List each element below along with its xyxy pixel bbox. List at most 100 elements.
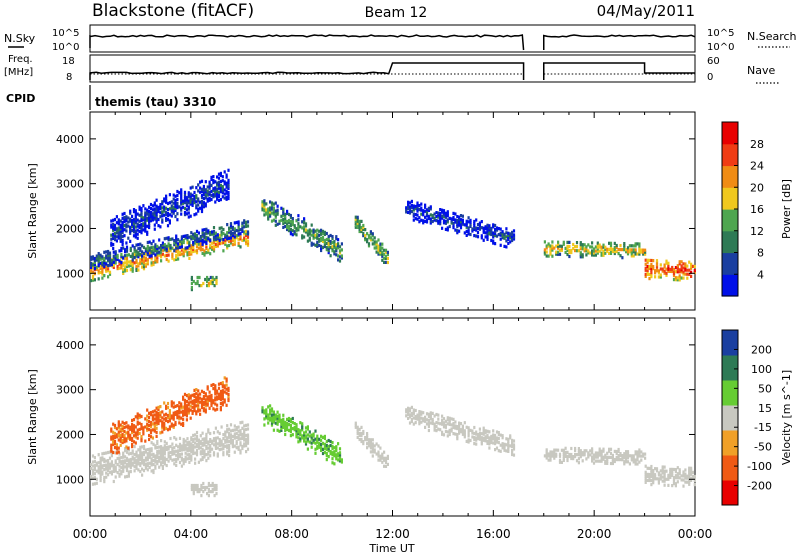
velocity-cell: [190, 450, 193, 454]
velocity-cell: [225, 379, 228, 383]
power-cell: [243, 230, 246, 234]
velocity-cell: [458, 427, 461, 431]
power-cell: [119, 227, 122, 231]
power-cell: [642, 248, 645, 252]
velocity-cell: [193, 392, 196, 397]
power-cell: [579, 251, 582, 255]
power-cell: [157, 205, 160, 209]
power-cell: [452, 217, 455, 222]
power-cell: [202, 201, 205, 205]
power-cell: [640, 250, 643, 254]
velocity-cell: [310, 441, 313, 445]
velocity-cell: [239, 441, 242, 445]
velocity-cell: [175, 459, 178, 463]
velocity-cell: [108, 466, 112, 470]
velocity-cell: [103, 467, 106, 472]
power-cell: [475, 234, 478, 238]
power-cell: [166, 224, 170, 228]
power-cell: [112, 265, 115, 269]
velocity-cell: [168, 417, 171, 421]
velocity-cell: [93, 476, 96, 480]
power-cell: [362, 234, 365, 238]
power-cell: [338, 245, 342, 249]
power-cell: [151, 208, 154, 212]
power-cell: [547, 254, 550, 258]
velocity-cell: [448, 430, 451, 435]
velocity-cell: [490, 438, 493, 443]
power-cell: [646, 268, 649, 272]
velocity-cell: [144, 439, 147, 443]
power-cell: [431, 215, 434, 220]
velocity-cell: [356, 431, 359, 435]
freq-label: Freq.: [8, 54, 33, 65]
velocity-cell: [280, 428, 283, 432]
power-cell: [602, 243, 605, 247]
power-cell: [207, 248, 210, 252]
velocity-cell: [371, 438, 374, 442]
power-cell: [105, 262, 108, 266]
velocity-cell: [202, 485, 205, 490]
power-cell: [205, 231, 208, 235]
power-cell: [203, 240, 206, 244]
velocity-cell: [221, 397, 224, 401]
velocity-cell: [669, 475, 672, 479]
velocity-cell: [172, 415, 175, 419]
velocity-cell: [210, 399, 213, 404]
velocity-cell: [195, 449, 199, 453]
power-cell: [180, 198, 183, 202]
power-cell: [193, 213, 196, 217]
velocity-cell: [105, 475, 108, 479]
velocity-cell: [224, 434, 227, 438]
power-cell: [674, 276, 677, 280]
velocity-cell: [356, 429, 359, 433]
velocity-cell: [201, 431, 204, 435]
velocity-cell: [222, 453, 225, 457]
power-cell: [149, 217, 153, 221]
velocity-cell: [204, 402, 207, 406]
power-cell: [195, 243, 199, 247]
velocity-cell: [199, 396, 202, 400]
nave-tick-low: 0: [707, 72, 713, 83]
velocity-cell: [207, 456, 210, 460]
velocity-cell: [669, 473, 672, 477]
power-cell: [693, 268, 696, 273]
velocity-cell: [204, 485, 207, 490]
velocity-cell: [193, 402, 196, 407]
velocity-cell: [166, 420, 170, 424]
power-cell: [222, 249, 225, 253]
y-tick-label: 2000: [56, 222, 84, 235]
power-cell: [691, 264, 694, 268]
velocity-cell: [625, 450, 628, 454]
velocity-cell: [219, 402, 222, 406]
velocity-cell: [206, 397, 209, 401]
power-cell: [682, 266, 685, 270]
power-cell: [206, 275, 209, 280]
power-cell: [197, 199, 200, 203]
power-cell: [180, 235, 183, 239]
power-cell: [200, 207, 204, 212]
velocity-cell: [185, 414, 188, 418]
velocity-cell: [338, 447, 342, 451]
power-cell: [452, 211, 455, 215]
velocity-cell: [691, 474, 694, 478]
power-cell: [131, 254, 134, 258]
velocity-cell: [91, 454, 95, 458]
power-cell: [246, 230, 250, 234]
power-cell: [190, 237, 193, 241]
power-cell: [101, 257, 104, 261]
power-cell: [608, 247, 611, 251]
velocity-cell: [161, 452, 164, 456]
power-cell: [416, 213, 419, 217]
power-cell: [291, 217, 294, 221]
power-cell: [163, 205, 166, 209]
velocity-cell: [671, 473, 674, 478]
velocity-cell: [163, 427, 166, 431]
velocity-cell: [118, 468, 121, 472]
power-cell: [672, 278, 676, 282]
velocity-cell: [619, 452, 622, 456]
power-cell: [425, 220, 429, 224]
velocity-cell: [549, 456, 552, 460]
power-cell: [229, 236, 233, 240]
power-cell: [114, 256, 117, 260]
velocity-cell: [287, 416, 291, 421]
